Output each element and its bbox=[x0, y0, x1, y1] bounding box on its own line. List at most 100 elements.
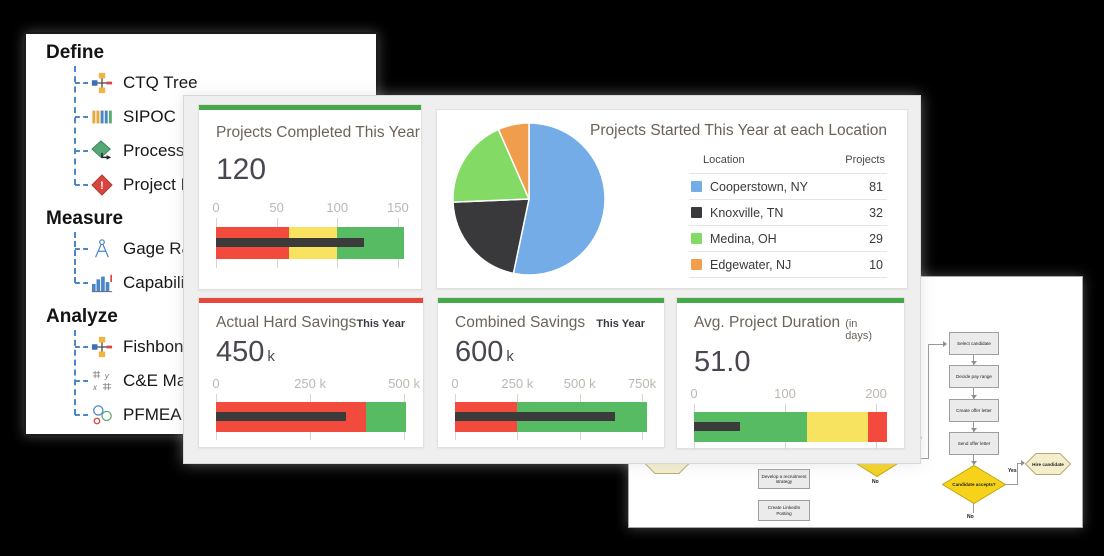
flow-branch-label-no: No bbox=[967, 514, 974, 520]
legend-row[interactable]: Medina, OH 29 bbox=[689, 225, 887, 251]
bullet-measure-bar bbox=[216, 412, 346, 421]
pfmea-icon bbox=[88, 404, 116, 426]
svg-text:!: ! bbox=[100, 180, 104, 192]
bullet-qualitative-zone bbox=[366, 402, 406, 432]
process-map-icon bbox=[88, 140, 116, 162]
card-value: 600 k bbox=[455, 336, 647, 369]
axis-tick-label: 50 bbox=[269, 200, 284, 215]
bullet-measure-bar bbox=[455, 412, 615, 421]
flow-step-create-offer[interactable]: Create offer letter bbox=[949, 399, 999, 422]
toolbox-item-label: SIPOC bbox=[123, 107, 176, 126]
tree-connector-rail bbox=[74, 66, 76, 185]
svg-text:x: x bbox=[92, 383, 98, 392]
arrowhead-icon bbox=[971, 428, 977, 432]
card-accent-bar bbox=[199, 105, 421, 110]
axis-tick-label: 500 k bbox=[563, 376, 596, 391]
legend-value: 29 bbox=[869, 231, 883, 246]
card-title: Combined Savings bbox=[455, 314, 586, 331]
pie-slice-cooperstown-ny[interactable] bbox=[512, 122, 606, 276]
toolbox-item-ctq-tree[interactable]: CTQ Tree bbox=[26, 66, 376, 100]
bullet-chart: 0 50 100 150 bbox=[212, 200, 409, 268]
legend-swatch bbox=[691, 233, 702, 244]
axis-tick-label: 0 bbox=[690, 386, 698, 401]
kpi-card-projects-completed[interactable]: Projects Completed This Year 120 0 50 100 1… bbox=[198, 104, 422, 290]
pie-chart-card[interactable]: Projects Started This Year at each Locat… bbox=[436, 109, 908, 289]
axis-tick-label: 150 bbox=[387, 200, 409, 215]
bullet-qualitative-zone bbox=[867, 412, 887, 442]
legend-col-location: Location bbox=[703, 154, 745, 166]
legend-swatch bbox=[691, 181, 702, 192]
pie-slice-medina-oh[interactable] bbox=[452, 128, 531, 203]
legend-row[interactable]: Cooperstown, NY 81 bbox=[689, 173, 887, 199]
flow-connector bbox=[973, 455, 974, 465]
card-title: Projects Completed This Year bbox=[216, 124, 420, 141]
flow-connector bbox=[973, 422, 974, 432]
axis-tick-label: 0 bbox=[212, 200, 220, 215]
toolbox-item-label: Project R bbox=[123, 175, 193, 194]
flow-connector bbox=[1017, 463, 1023, 464]
toolbox-item-label: CTQ Tree bbox=[123, 73, 198, 92]
card-accent-bar bbox=[199, 298, 423, 303]
pie-slice-edgewater-nj[interactable] bbox=[497, 122, 530, 200]
svg-text:y: y bbox=[104, 371, 110, 380]
flow-decision-label: Candidate accepts? bbox=[952, 482, 996, 487]
toolbox-item-sipoc[interactable]: SIPOC bbox=[26, 100, 376, 134]
flow-connector bbox=[928, 344, 944, 345]
bullet-qualitative-zone bbox=[806, 412, 868, 442]
arrowhead-icon bbox=[971, 461, 977, 465]
axis-tick-label: 250 k bbox=[294, 376, 326, 391]
toolbox-item-fishbone[interactable]: Fishbone bbox=[26, 330, 376, 364]
kpi-value: 450 bbox=[216, 336, 265, 368]
toolbox-item-pfmea-p[interactable]: PFMEA (P bbox=[26, 398, 376, 432]
card-period-label: This Year bbox=[356, 318, 406, 330]
toolbox-item-label: Capability bbox=[123, 273, 198, 292]
flow-connector bbox=[928, 344, 929, 459]
flow-step-strategy[interactable]: Develop a recruitment strategy bbox=[758, 469, 810, 489]
flow-connector bbox=[973, 503, 974, 513]
pie-chart-title: Projects Started This Year at each Locat… bbox=[590, 122, 887, 139]
toolbox-item-project-r[interactable]: ! Project R bbox=[26, 168, 376, 202]
kpi-card-combined-savings[interactable]: Combined Savings This Year 600 k 0 250 k 5… bbox=[437, 297, 665, 448]
legend-label: Medina, OH bbox=[710, 231, 777, 246]
project-risk-icon: ! bbox=[88, 174, 116, 196]
card-value: 450 k bbox=[216, 336, 406, 369]
capability-icon bbox=[88, 272, 116, 294]
flow-step-decide-pay-range[interactable]: Decide pay range bbox=[949, 365, 999, 388]
card-value: 120 bbox=[216, 153, 404, 187]
bullet-measure-bar bbox=[694, 422, 741, 431]
flow-decision-diamond[interactable] bbox=[942, 465, 1006, 504]
toolbox-section-header: Analyze bbox=[46, 306, 118, 327]
legend-value: 10 bbox=[869, 257, 883, 272]
toolbox-item-label: PFMEA (P bbox=[123, 405, 203, 424]
card-value: 51.0 bbox=[694, 346, 887, 379]
tree-connector-rail bbox=[74, 330, 76, 415]
legend-row[interactable]: Knoxville, TN 32 bbox=[689, 199, 887, 225]
axis-tick-label: 0 bbox=[451, 376, 459, 391]
gage-rr-icon bbox=[88, 238, 116, 260]
card-title: Avg. Project Duration bbox=[694, 314, 841, 331]
card-title-row: Combined Savings This Year bbox=[455, 314, 647, 332]
axis-tick-label: 500 k bbox=[388, 376, 421, 391]
card-title: Actual Hard Savings bbox=[216, 314, 357, 331]
flow-step-send-offer[interactable]: Send offer letter bbox=[949, 432, 999, 455]
kpi-value: 120 bbox=[216, 153, 267, 186]
flow-branch-label-no: No bbox=[872, 479, 879, 485]
flow-step-posting[interactable]: Create LinkedIn Posting bbox=[758, 500, 810, 521]
legend-value: 81 bbox=[869, 179, 883, 194]
legend-row[interactable]: Edgewater, NJ 10 bbox=[689, 251, 887, 278]
bullet-chart: 0 250 k 500 k 750k bbox=[451, 376, 656, 440]
toolbox-item-capability[interactable]: Capability bbox=[26, 266, 376, 300]
pie-slice-knoxville-tn[interactable] bbox=[452, 198, 530, 275]
legend-value: 32 bbox=[869, 205, 883, 220]
flow-step-select-candidate[interactable]: Select candidate bbox=[949, 332, 999, 355]
flow-terminal-hexagon[interactable] bbox=[1025, 453, 1071, 475]
kpi-card-hard-savings[interactable]: Actual Hard Savings This Year 450 k 0 250… bbox=[198, 297, 424, 448]
arrowhead-icon bbox=[971, 361, 977, 365]
axis-tick-label: 100 bbox=[326, 200, 349, 215]
kpi-card-project-duration[interactable]: Avg. Project Duration (in days) 51.0 0 10… bbox=[676, 297, 905, 450]
arrowhead-icon bbox=[943, 341, 947, 347]
kpi-value-suffix: k bbox=[506, 348, 514, 365]
ctq-tree-icon bbox=[88, 72, 116, 94]
legend-label: Edgewater, NJ bbox=[710, 257, 792, 272]
